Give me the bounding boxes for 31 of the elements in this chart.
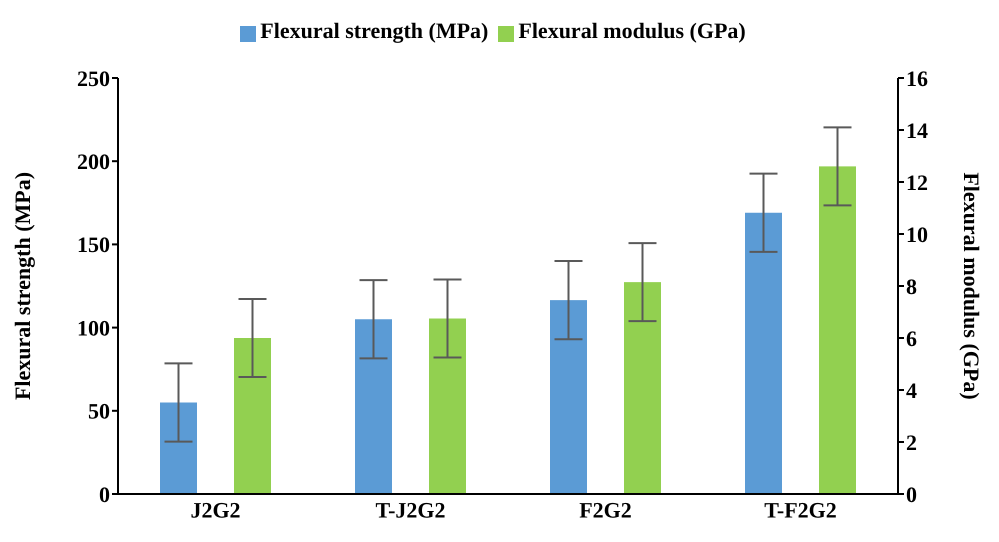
y2-tick-label: 4 [906, 378, 917, 403]
bar [745, 212, 782, 494]
x-tick-label: F2G2 [579, 498, 632, 523]
y-tick-label: 0 [99, 482, 110, 507]
y2-tick-label: 0 [906, 482, 917, 507]
y-tick-label: 250 [77, 66, 110, 91]
y2-tick-label: 16 [906, 66, 928, 91]
y2-tick-label: 14 [906, 118, 928, 143]
bar [160, 402, 197, 494]
y-tick-label: 100 [77, 315, 110, 340]
y-tick-label: 200 [77, 149, 110, 174]
y-tick-label: 50 [88, 398, 110, 424]
y2-tick-label: 12 [906, 170, 928, 195]
x-tick-label: T-J2G2 [375, 498, 446, 523]
x-tick-label: T-F2G2 [764, 498, 837, 523]
legend-label: Flexural strength (MPa) [260, 18, 488, 43]
bar [355, 319, 392, 494]
bar [624, 282, 661, 494]
x-tick-label: J2G2 [190, 498, 241, 523]
bar [429, 318, 466, 494]
bar [819, 166, 856, 494]
y2-tick-label: 2 [906, 430, 917, 455]
y-tick-label: 150 [77, 232, 110, 258]
y2-tick-label: 6 [906, 326, 917, 351]
y-axis-title: Flexural strength (MPa) [10, 172, 35, 400]
legend-label: Flexural modulus (GPa) [518, 18, 746, 43]
bar [234, 338, 271, 494]
bar [550, 300, 587, 494]
y2-axis-title: Flexural modulus (GPa) [959, 172, 984, 400]
y2-tick-label: 8 [906, 274, 917, 299]
y2-tick-label: 10 [906, 222, 928, 247]
